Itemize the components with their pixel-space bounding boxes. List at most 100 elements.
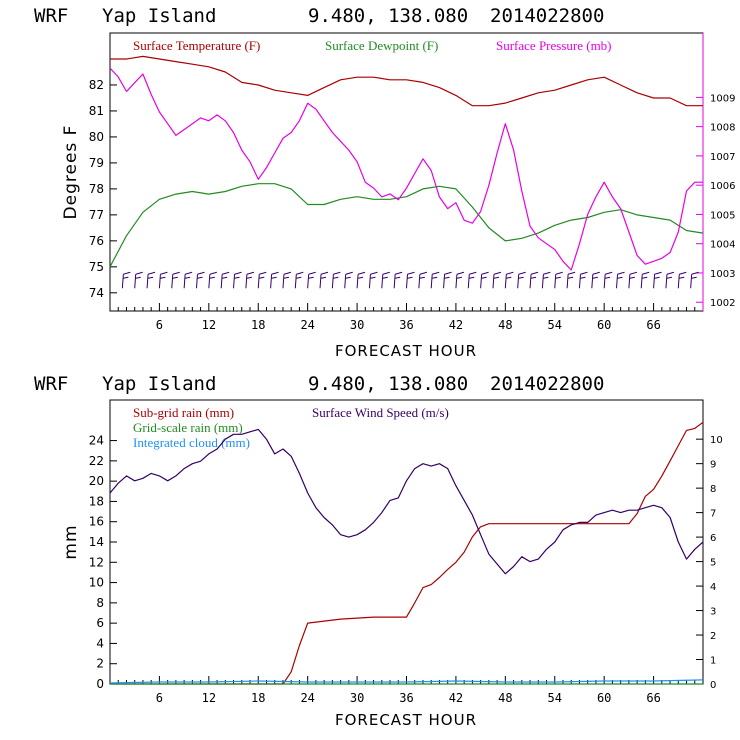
- x-tick-label: 36: [399, 691, 413, 705]
- legend-temperature: Surface Temperature (F): [133, 38, 260, 53]
- y2-tick-label: 4: [710, 582, 716, 593]
- bottom-x-axis-label: FORECAST HOUR: [335, 711, 477, 729]
- y-tick-label: 79: [89, 156, 104, 170]
- wind-barb: [195, 271, 205, 289]
- y2-tick-label: 9: [710, 460, 716, 471]
- wind-barb: [517, 271, 526, 289]
- wind-barb: [270, 271, 279, 289]
- y-tick-label: 12: [89, 555, 104, 569]
- x-tick-label: 18: [251, 691, 265, 705]
- wind-barb: [208, 271, 217, 289]
- wind-barb: [344, 271, 353, 289]
- wind-barb: [492, 271, 502, 289]
- y-tick-label: 18: [89, 494, 104, 508]
- wind-barb: [418, 271, 427, 289]
- x-tick-label: 66: [646, 691, 660, 705]
- wind-barb: [220, 271, 230, 289]
- wind-barb: [245, 271, 255, 289]
- wind-barbs: [121, 271, 699, 289]
- y-tick-label: 6: [96, 616, 104, 630]
- y-tick-label: 0: [96, 677, 104, 691]
- wind-barb: [158, 271, 168, 289]
- wind-barb: [578, 271, 588, 289]
- bottom-y-axis-label: mm: [61, 524, 81, 559]
- y2-tick-label: 1: [710, 656, 716, 667]
- bottom-header-location: Yap Island: [102, 373, 216, 395]
- y-tick-label: 82: [89, 78, 104, 92]
- wind-barb: [134, 271, 143, 289]
- wind-barb: [319, 271, 329, 289]
- y2-tick-label: 1005: [710, 210, 735, 221]
- x-tick-label: 42: [449, 691, 463, 705]
- y2-tick-label: 5: [710, 558, 716, 569]
- top-x-ticks: 6 12 18 24 30 36 42 48 54 60 66: [117, 303, 696, 332]
- y-tick-label: 4: [96, 636, 104, 650]
- legend-gridscale-rain: Grid-scale rain (mm): [133, 420, 243, 435]
- legend-wind-speed: Surface Wind Speed (m/s): [312, 405, 449, 420]
- wind-barb: [616, 271, 625, 289]
- x-tick-label: 66: [646, 318, 660, 332]
- y-tick-label: 14: [89, 535, 104, 549]
- wind-barb: [393, 271, 403, 289]
- x-tick-label: 6: [156, 318, 163, 332]
- y2-tick-label: 6: [710, 533, 716, 544]
- top-header-coords: 9.480, 138.080: [308, 5, 468, 27]
- wind-barb: [233, 271, 242, 289]
- y-tick-label: 81: [89, 104, 104, 118]
- wind-barb: [121, 271, 131, 289]
- wind-barb: [653, 271, 662, 289]
- y2-tick-label: 1009: [710, 93, 735, 104]
- wind-barb: [331, 271, 341, 289]
- y-tick-label: 75: [89, 260, 104, 274]
- wind-speed-line: [109, 428, 704, 575]
- x-tick-label: 30: [350, 691, 364, 705]
- wind-barb: [430, 271, 440, 289]
- wind-barb: [455, 271, 465, 289]
- x-tick-label: 60: [597, 318, 611, 332]
- bottom-series: [109, 421, 704, 685]
- y2-tick-label: 1003: [710, 269, 735, 280]
- bottom-y2-ticks: 0 1 2 3 4 5 6 7 8 9 10: [696, 435, 723, 691]
- x-tick-label: 24: [300, 318, 314, 332]
- y-tick-label: 77: [89, 208, 104, 222]
- legend-integrated-cloud: Integrated cloud (mm): [133, 435, 250, 450]
- y2-tick-label: 0: [710, 680, 716, 691]
- y-tick-label: 10: [89, 576, 104, 590]
- legend-pressure: Surface Pressure (mb): [496, 38, 612, 53]
- x-tick-label: 6: [156, 691, 163, 705]
- x-tick-label: 18: [251, 318, 265, 332]
- wind-barb: [294, 271, 304, 289]
- y-tick-label: 24: [89, 434, 104, 448]
- wind-barb: [282, 271, 292, 289]
- integrated-cloud-line: [109, 679, 704, 684]
- y2-tick-label: 7: [710, 509, 716, 520]
- y2-tick-label: 8: [710, 484, 716, 495]
- x-tick-label: 24: [300, 691, 314, 705]
- dewpoint-line: [109, 183, 704, 268]
- temperature-line: [110, 55, 703, 107]
- y-tick-label: 78: [89, 182, 104, 196]
- y-tick-label: 74: [89, 286, 104, 300]
- y-tick-label: 8: [96, 596, 104, 610]
- bottom-header-date: 2014022800: [490, 373, 604, 395]
- x-tick-label: 30: [350, 318, 364, 332]
- wind-barb: [529, 271, 539, 289]
- top-y-axis-label: Degrees F: [61, 125, 81, 220]
- bottom-panel: WRF Yap Island 9.480, 138.080 2014022800…: [34, 373, 723, 729]
- y2-tick-label: 1006: [710, 181, 735, 192]
- wind-barb: [307, 271, 316, 289]
- wind-barb: [183, 271, 193, 289]
- bottom-header-model: WRF: [34, 373, 68, 395]
- x-tick-label: 12: [202, 691, 216, 705]
- x-tick-label: 54: [548, 318, 562, 332]
- top-header-date: 2014022800: [490, 5, 604, 27]
- y2-tick-label: 10: [710, 435, 723, 446]
- wind-barb: [677, 271, 687, 289]
- x-tick-label: 54: [548, 691, 562, 705]
- wind-barb: [504, 271, 514, 289]
- top-header-model: WRF: [34, 5, 68, 27]
- y-tick-label: 22: [89, 454, 104, 468]
- wind-barb: [591, 271, 600, 289]
